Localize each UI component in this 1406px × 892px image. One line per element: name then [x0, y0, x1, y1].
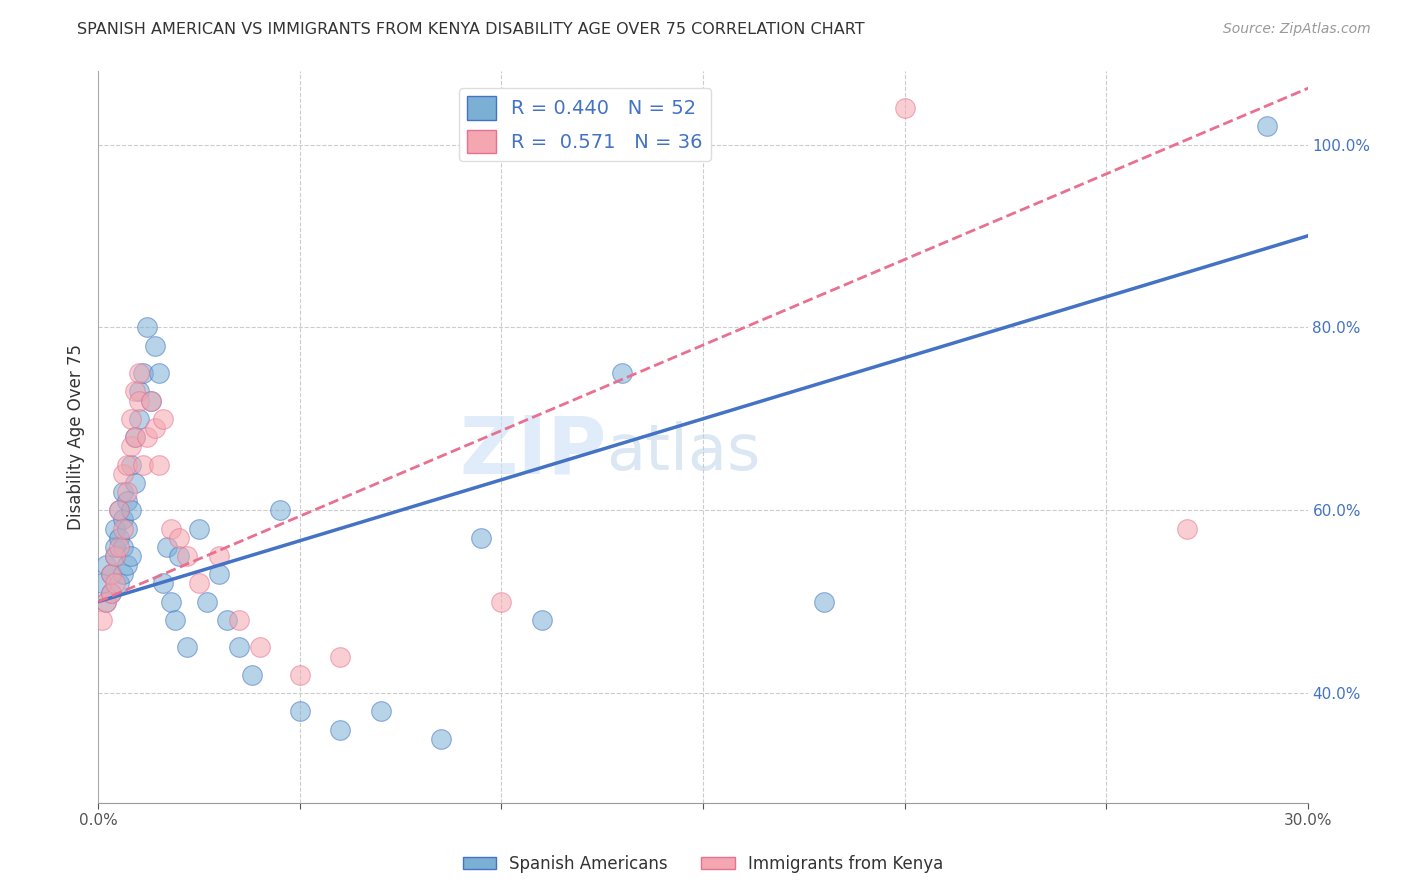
- Point: [96, 594, 118, 608]
- Point: [813, 594, 835, 608]
- Point: [217, 613, 239, 627]
- Point: [148, 366, 170, 380]
- Point: [139, 393, 162, 408]
- Point: [107, 531, 129, 545]
- Point: [288, 705, 311, 719]
- Point: [107, 576, 129, 591]
- Point: [128, 366, 150, 380]
- Point: [115, 494, 138, 508]
- Point: [128, 393, 150, 408]
- Point: [107, 503, 129, 517]
- Point: [103, 549, 125, 563]
- Point: [1175, 521, 1198, 535]
- Legend: R = 0.440   N = 52, R =  0.571   N = 36: R = 0.440 N = 52, R = 0.571 N = 36: [458, 88, 710, 161]
- Point: [228, 613, 250, 627]
- Point: [91, 613, 114, 627]
- Text: atlas: atlas: [606, 421, 761, 483]
- Point: [111, 567, 134, 582]
- Point: [111, 467, 134, 481]
- Text: ZIP: ZIP: [458, 413, 606, 491]
- Point: [124, 430, 146, 444]
- Point: [103, 540, 125, 554]
- Point: [132, 458, 155, 472]
- Point: [491, 594, 513, 608]
- Point: [152, 412, 174, 426]
- Point: [249, 640, 271, 655]
- Point: [195, 594, 218, 608]
- Point: [329, 723, 352, 737]
- Point: [240, 667, 263, 681]
- Point: [208, 567, 231, 582]
- Point: [148, 458, 170, 472]
- Point: [612, 366, 634, 380]
- Y-axis label: Disability Age Over 75: Disability Age Over 75: [66, 344, 84, 530]
- Text: Source: ZipAtlas.com: Source: ZipAtlas.com: [1223, 22, 1371, 37]
- Point: [143, 421, 166, 435]
- Point: [135, 430, 157, 444]
- Point: [132, 366, 155, 380]
- Text: SPANISH AMERICAN VS IMMIGRANTS FROM KENYA DISABILITY AGE OVER 75 CORRELATION CHA: SPANISH AMERICAN VS IMMIGRANTS FROM KENY…: [77, 22, 865, 37]
- Point: [893, 101, 915, 115]
- Point: [115, 485, 138, 500]
- Point: [107, 503, 129, 517]
- Point: [470, 531, 492, 545]
- Point: [167, 531, 190, 545]
- Point: [288, 667, 311, 681]
- Point: [103, 521, 125, 535]
- Point: [100, 585, 122, 599]
- Point: [103, 549, 125, 563]
- Point: [120, 439, 142, 453]
- Point: [111, 512, 134, 526]
- Point: [176, 549, 198, 563]
- Point: [135, 320, 157, 334]
- Point: [96, 558, 118, 573]
- Point: [188, 576, 211, 591]
- Point: [115, 558, 138, 573]
- Point: [107, 540, 129, 554]
- Point: [115, 521, 138, 535]
- Point: [530, 613, 553, 627]
- Point: [329, 649, 352, 664]
- Point: [115, 458, 138, 472]
- Point: [160, 521, 183, 535]
- Point: [100, 567, 122, 582]
- Point: [167, 549, 190, 563]
- Point: [103, 576, 125, 591]
- Point: [96, 594, 118, 608]
- Point: [188, 521, 211, 535]
- Point: [124, 384, 146, 399]
- Point: [128, 384, 150, 399]
- Point: [160, 594, 183, 608]
- Point: [139, 393, 162, 408]
- Point: [124, 475, 146, 490]
- Point: [120, 412, 142, 426]
- Point: [120, 503, 142, 517]
- Point: [163, 613, 186, 627]
- Point: [111, 485, 134, 500]
- Legend: Spanish Americans, Immigrants from Kenya: Spanish Americans, Immigrants from Kenya: [456, 848, 950, 880]
- Point: [208, 549, 231, 563]
- Point: [143, 338, 166, 352]
- Point: [152, 576, 174, 591]
- Point: [430, 731, 453, 746]
- Point: [91, 576, 114, 591]
- Point: [156, 540, 179, 554]
- Point: [111, 540, 134, 554]
- Point: [100, 585, 122, 599]
- Point: [370, 705, 392, 719]
- Point: [269, 503, 291, 517]
- Point: [100, 567, 122, 582]
- Point: [111, 521, 134, 535]
- Point: [128, 412, 150, 426]
- Point: [176, 640, 198, 655]
- Point: [1256, 119, 1278, 133]
- Point: [120, 549, 142, 563]
- Point: [120, 458, 142, 472]
- Point: [228, 640, 250, 655]
- Point: [124, 430, 146, 444]
